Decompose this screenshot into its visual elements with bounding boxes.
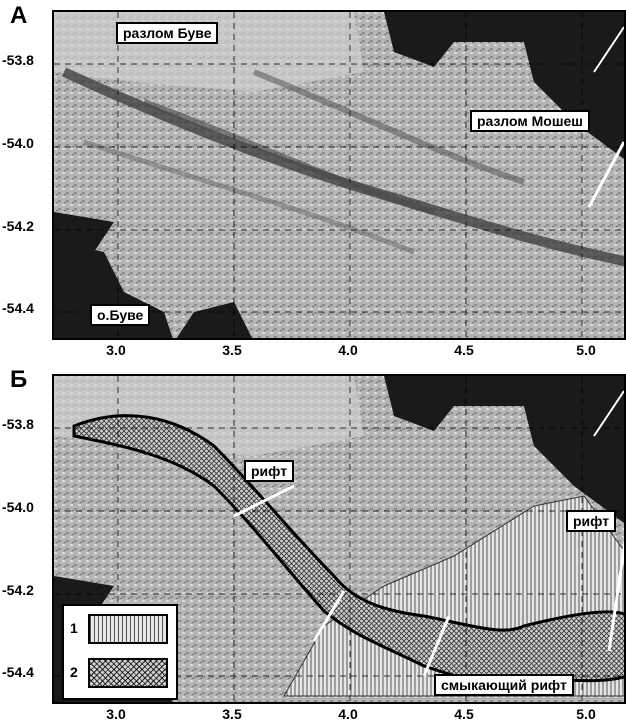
panel-b: Б -53.8 -54.0 -54.2 -54.4 — [0, 364, 626, 728]
label-pointer — [593, 390, 624, 437]
label-pointer — [587, 141, 624, 208]
y-tick-label: -54.4 — [2, 664, 34, 680]
y-tick-label: -54.2 — [2, 582, 34, 598]
y-tick-label: -54.0 — [2, 499, 34, 515]
panel-a-label: А — [10, 2, 28, 29]
y-tick-label: -54.2 — [2, 218, 34, 234]
y-tick-label: -54.4 — [2, 300, 34, 316]
x-tick-label: 3.0 — [106, 342, 126, 358]
label-pointer — [422, 615, 451, 677]
legend-swatch-crosshatch — [88, 658, 168, 688]
panel-b-label: Б — [10, 366, 28, 393]
bouvet-island-label: о.Буве — [90, 304, 151, 326]
rift-left-label: рифт — [244, 460, 295, 482]
y-tick-label: -54.0 — [2, 135, 34, 151]
fault-trough — [252, 69, 525, 185]
rift-right-label: рифт — [566, 510, 617, 532]
x-tick-label: 5.0 — [576, 342, 596, 358]
x-tick-label: 3.0 — [106, 706, 126, 722]
legend-item-2-label: 2 — [70, 664, 78, 680]
label-pointer — [593, 26, 624, 73]
relief-map-a-svg — [54, 12, 624, 338]
x-tick-label: 4.0 — [338, 706, 358, 722]
panel-a: А -53.8 -54.0 -54.2 -54.4 — [2, 2, 626, 358]
y-tick-label: -53.8 — [2, 416, 34, 432]
fault-bouvet-label: разлом Буве — [116, 22, 219, 44]
relief-map-b: рифт рифт смыкающий рифт 1 2 — [52, 374, 626, 704]
x-tick-label: 5.0 — [576, 706, 596, 722]
relief-map-a: разлом Буве разлом Мошеш о.Буве — [52, 10, 626, 340]
fault-trough — [83, 139, 415, 255]
zone-2-rift — [72, 414, 624, 684]
fault-moshesh-label: разлом Мошеш — [470, 110, 590, 132]
label-pointer — [233, 484, 295, 518]
legend: 1 2 — [62, 604, 178, 700]
x-tick-label: 3.5 — [222, 706, 242, 722]
fault-trough — [142, 99, 435, 215]
grid-lines — [54, 12, 624, 338]
x-tick-label: 4.5 — [454, 706, 474, 722]
nodata-area — [524, 13, 624, 160]
x-tick-label: 3.5 — [222, 342, 242, 358]
x-tick-label: 4.5 — [454, 342, 474, 358]
surveyed-area — [54, 12, 624, 338]
label-pointer — [607, 539, 624, 652]
label-pointer — [312, 590, 346, 642]
x-tick-label: 4.0 — [338, 342, 358, 358]
nodata-area — [176, 302, 252, 338]
closing-rift-label: смыкающий рифт — [434, 674, 574, 696]
nodata-area — [524, 377, 624, 524]
y-tick-label: -53.8 — [2, 52, 34, 68]
legend-swatch-vertical-lines — [88, 614, 168, 644]
legend-item-1-label: 1 — [70, 620, 78, 636]
